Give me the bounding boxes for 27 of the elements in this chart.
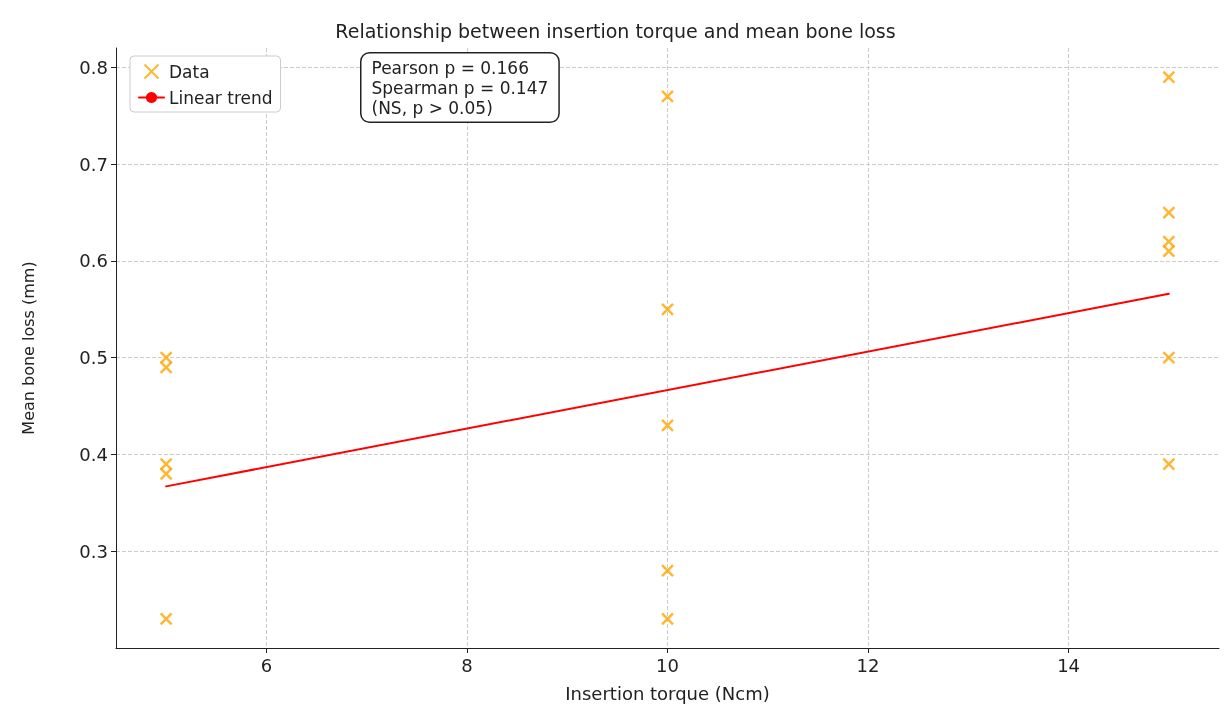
- y-tick-label: 0.7: [79, 153, 108, 175]
- x-tick-label: 14: [1057, 654, 1081, 676]
- y-tick-label: 0.8: [79, 56, 108, 78]
- point: [660, 612, 675, 626]
- x-tick-label: 8: [461, 654, 473, 676]
- y-tick-label: 0.3: [79, 540, 108, 562]
- x-tick-label: 6: [260, 654, 273, 676]
- legend-label: Data: [169, 61, 210, 82]
- y-tick-label: 0.6: [79, 250, 108, 272]
- annotation: Pearson p = 0.166 Spearman p = 0.147 (NS, p > 0.05): [371, 57, 549, 118]
- legend-label: Linear trend: [169, 87, 273, 108]
- point: [660, 89, 675, 104]
- point: [1162, 457, 1176, 471]
- y-axis-title: Mean bone loss (mm): [18, 261, 38, 435]
- point: [660, 418, 675, 433]
- y-tick-label: 0.4: [79, 443, 108, 465]
- point: [1162, 70, 1176, 84]
- y-tick-label: 0.5: [79, 347, 108, 369]
- x-tick-label: 10: [656, 654, 679, 676]
- x-axis-title: Insertion torque (Ncm): [565, 682, 770, 704]
- point: [1162, 350, 1176, 365]
- chart-title: Relationship between insertion torque and mean bone loss: [335, 19, 896, 42]
- point: [159, 612, 173, 626]
- point: [660, 302, 675, 317]
- point: [660, 563, 675, 578]
- x-tick-label: 12: [856, 654, 880, 676]
- point: [1162, 205, 1176, 220]
